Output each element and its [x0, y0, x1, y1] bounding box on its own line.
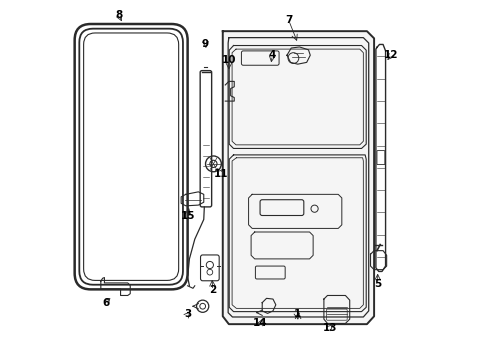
Text: 7: 7 [285, 15, 293, 26]
Text: 13: 13 [322, 323, 337, 333]
Text: 5: 5 [374, 279, 381, 289]
Text: 11: 11 [213, 168, 228, 179]
Text: 12: 12 [384, 50, 398, 60]
Text: 15: 15 [180, 211, 195, 221]
Polygon shape [223, 31, 374, 324]
Text: 8: 8 [115, 10, 122, 20]
Text: 4: 4 [269, 50, 276, 60]
Text: 10: 10 [221, 55, 236, 65]
Text: 3: 3 [184, 310, 191, 319]
Text: 2: 2 [209, 285, 217, 296]
Text: 14: 14 [253, 319, 268, 328]
Text: 1: 1 [294, 310, 301, 319]
Text: 9: 9 [202, 39, 209, 49]
Text: 6: 6 [102, 298, 110, 308]
